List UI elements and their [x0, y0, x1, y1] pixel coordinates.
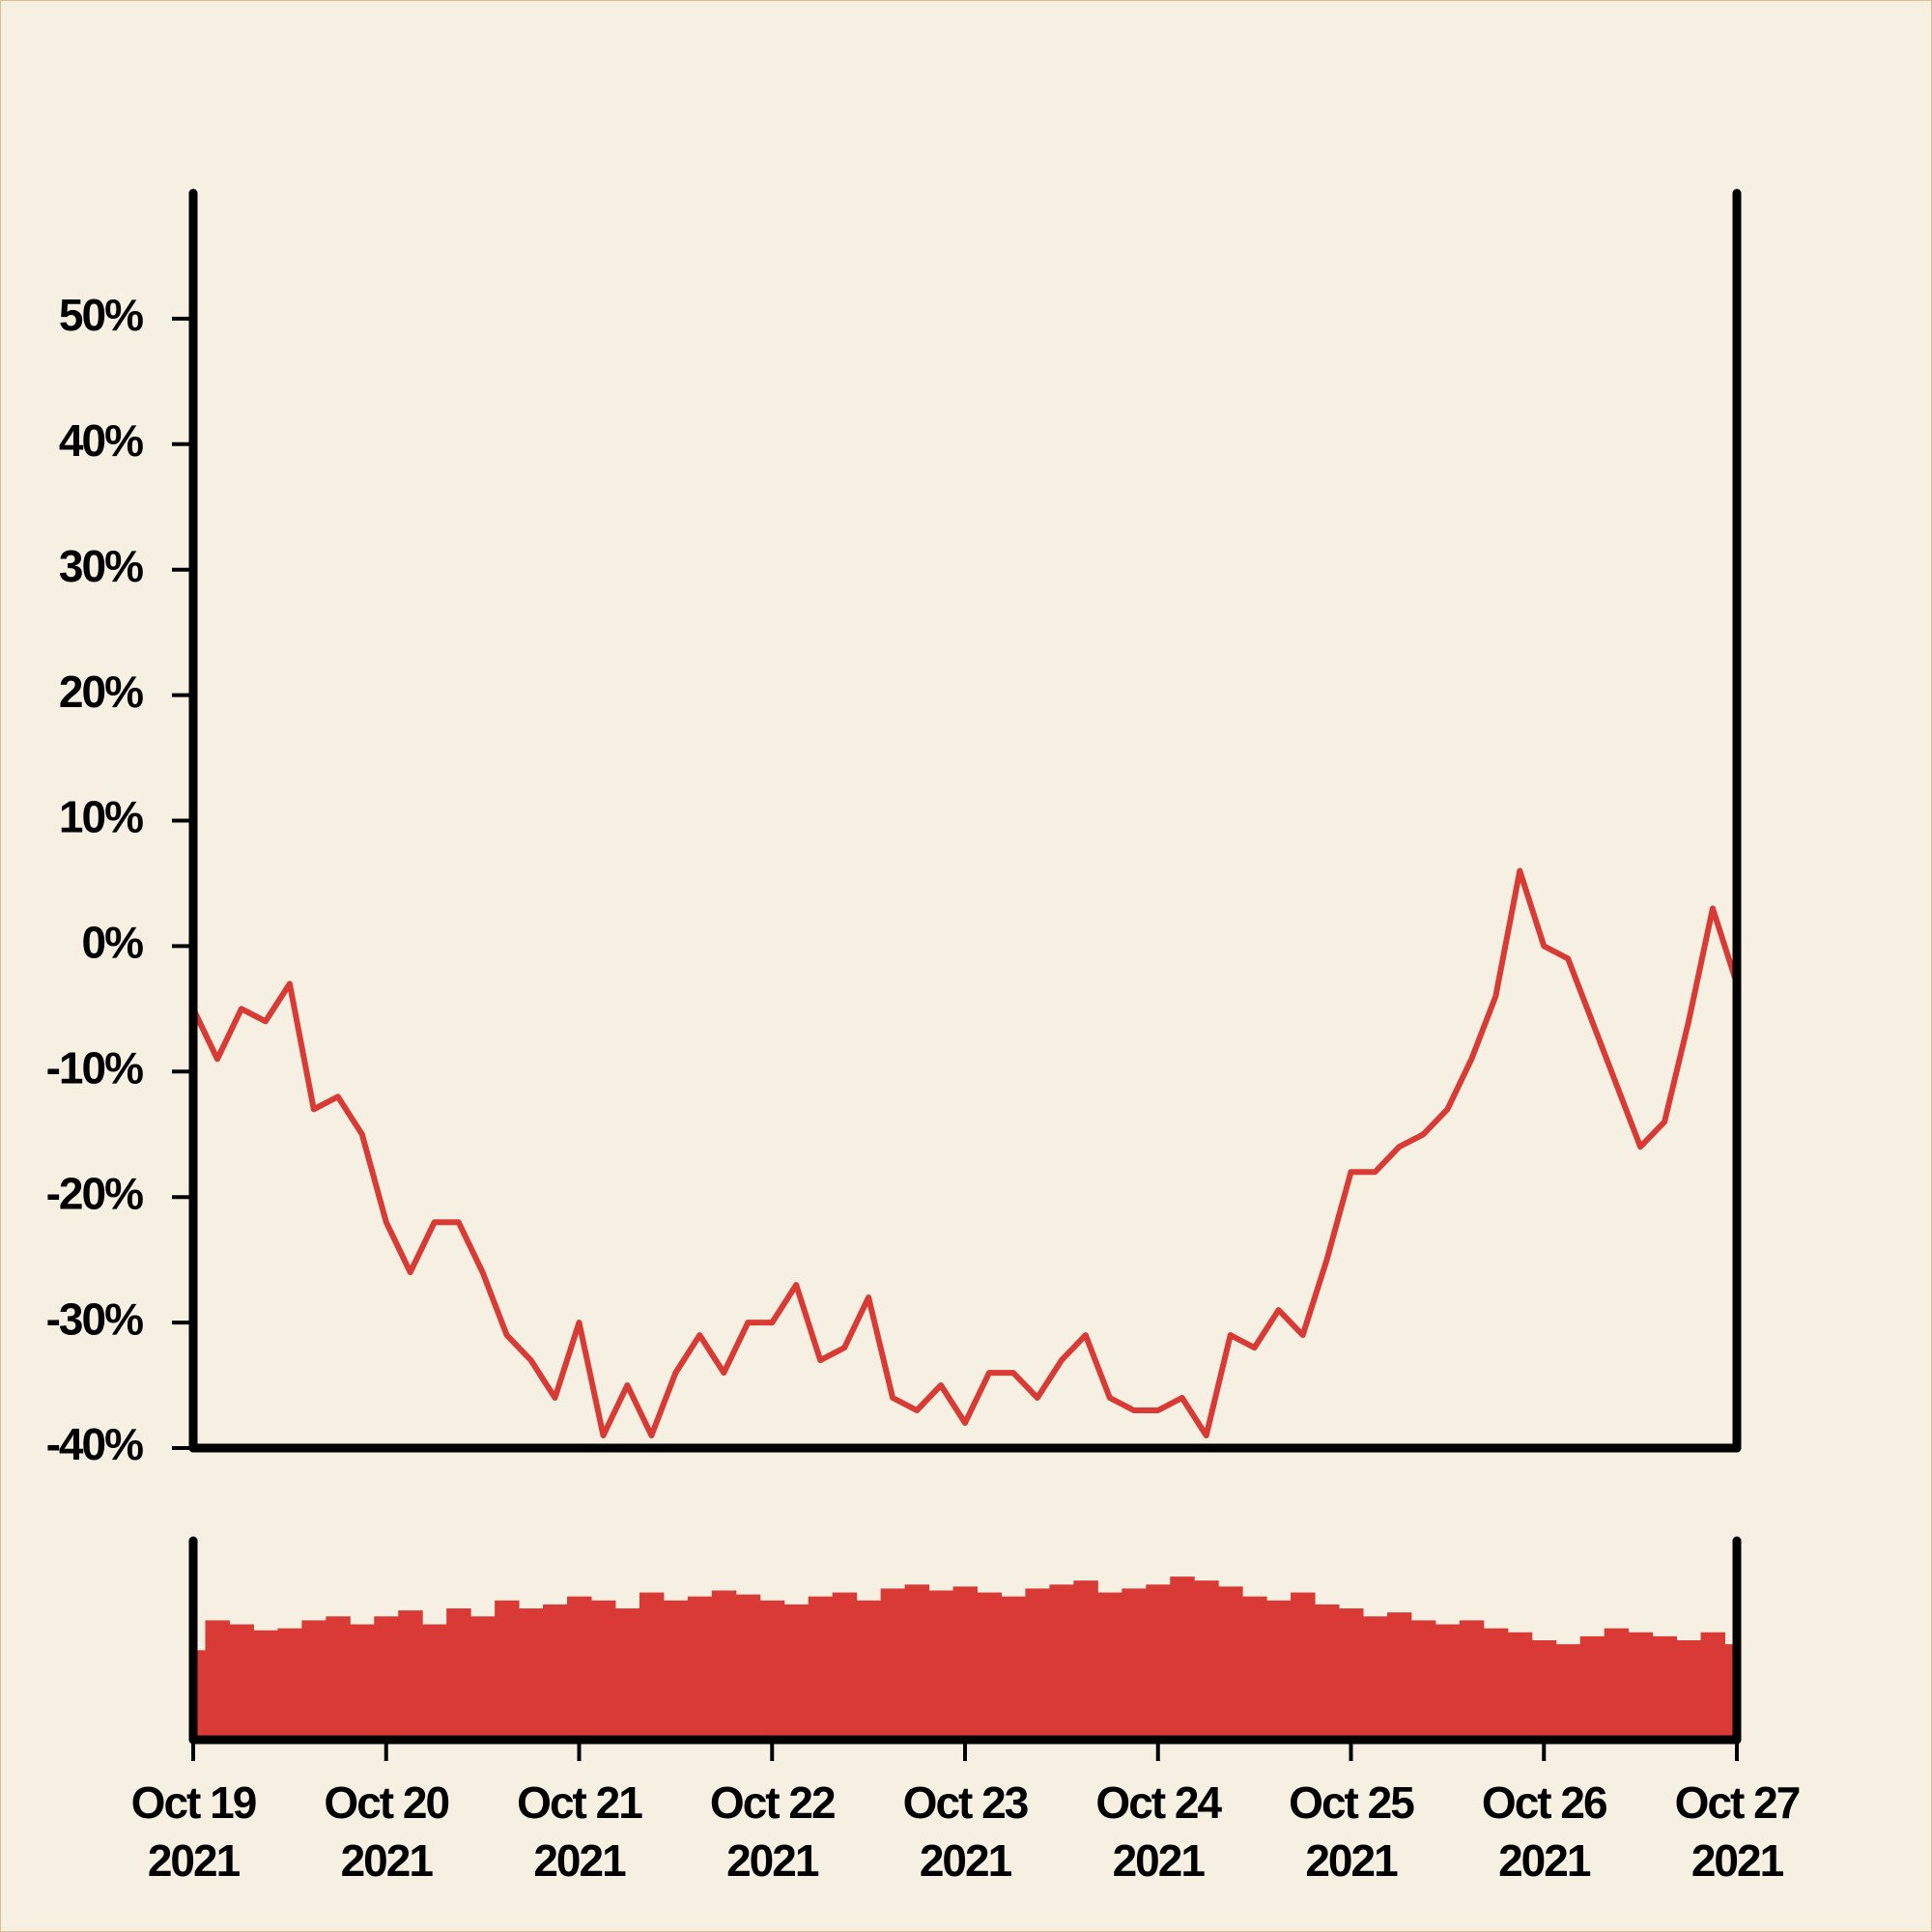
volume-bar	[253, 1630, 278, 1740]
volume-bar	[614, 1608, 640, 1740]
volume-bar	[1628, 1632, 1654, 1740]
volume-bar	[759, 1600, 785, 1740]
volume-bar	[205, 1620, 230, 1740]
volume-bar	[832, 1592, 858, 1740]
volume-bar	[1242, 1596, 1267, 1740]
volume-bar	[229, 1624, 254, 1740]
y-tick-label: 30%	[59, 541, 143, 591]
volume-bar	[495, 1600, 520, 1740]
x-tick-label: Oct 19 2021	[130, 1777, 258, 1886]
volume-bar	[1676, 1640, 1702, 1740]
volume-bar	[880, 1588, 906, 1740]
y-tick-label: 10%	[59, 792, 143, 842]
volume-bar	[808, 1596, 834, 1740]
volume-bar	[1146, 1584, 1171, 1740]
volume-bar	[977, 1592, 1002, 1740]
x-tick-label: Oct 27 2021	[1674, 1777, 1802, 1886]
volume-bar	[1604, 1628, 1630, 1740]
volume-bar	[904, 1584, 930, 1740]
volume-bar	[1410, 1620, 1436, 1740]
volume-bar	[687, 1596, 713, 1740]
volume-bars	[193, 1577, 1737, 1740]
volume-bar	[1435, 1624, 1461, 1740]
volume-bar	[1579, 1635, 1605, 1740]
x-tick-label: Oct 25 2021	[1289, 1777, 1415, 1886]
volume-bar	[1073, 1580, 1098, 1740]
y-tick-label: -40%	[46, 1419, 143, 1469]
x-tick-label: Oct 21 2021	[517, 1777, 643, 1886]
volume-bar	[446, 1608, 471, 1740]
y-tick-label: -30%	[46, 1293, 143, 1344]
y-tick-label: 0%	[82, 918, 144, 968]
volume-bar	[1483, 1628, 1509, 1740]
volume-bar	[1097, 1592, 1122, 1740]
volume-bar	[422, 1624, 447, 1740]
volume-bar	[1194, 1580, 1219, 1740]
volume-bar	[1339, 1608, 1364, 1740]
volume-bar	[1459, 1620, 1485, 1740]
x-tick-label: Oct 20 2021	[324, 1777, 450, 1886]
volume-bar	[1291, 1592, 1316, 1740]
volume-bar	[928, 1590, 954, 1740]
x-tick-label: Oct 22 2021	[709, 1777, 837, 1886]
volume-bar	[1001, 1596, 1026, 1740]
volume-bar	[326, 1616, 351, 1740]
volume-bar	[1555, 1644, 1581, 1740]
volume-bar	[1386, 1612, 1412, 1740]
volume-bar	[1362, 1616, 1388, 1740]
volume-bar	[639, 1592, 665, 1740]
x-tick-label: Oct 23 2021	[902, 1777, 1030, 1886]
volume-bar	[543, 1604, 568, 1740]
y-tick-label: 50%	[59, 290, 143, 340]
volume-bar	[519, 1608, 544, 1740]
volume-bar	[735, 1594, 761, 1740]
volume-bar	[590, 1600, 616, 1740]
volume-bar	[663, 1600, 689, 1740]
volume-bar	[952, 1586, 978, 1740]
volume-bar	[350, 1624, 375, 1740]
x-tick-label: Oct 26 2021	[1481, 1777, 1608, 1886]
volume-bar	[1700, 1632, 1726, 1740]
volume-bar	[470, 1616, 496, 1740]
volume-bar	[783, 1604, 810, 1740]
volume-bar	[567, 1596, 592, 1740]
volume-bar	[1315, 1604, 1340, 1740]
volume-bar	[1531, 1640, 1557, 1740]
volume-bar	[374, 1616, 399, 1740]
volume-bar	[711, 1590, 737, 1740]
y-tick-label: -10%	[46, 1042, 143, 1093]
volume-bar	[1652, 1635, 1678, 1740]
price-line	[190, 867, 1740, 1438]
y-tick-label: -20%	[46, 1168, 143, 1218]
volume-bar	[1218, 1586, 1243, 1740]
volume-bar	[1122, 1588, 1147, 1740]
volume-bar	[1170, 1577, 1195, 1740]
volume-bar	[277, 1628, 302, 1740]
volume-bar	[1266, 1600, 1292, 1740]
volume-bar	[1049, 1584, 1074, 1740]
volume-bar	[398, 1610, 423, 1740]
volume-bar	[1507, 1632, 1533, 1740]
volume-bar	[301, 1620, 327, 1740]
volume-bar	[1025, 1588, 1050, 1740]
volume-bar	[856, 1600, 882, 1740]
y-tick-label: 20%	[59, 667, 143, 717]
y-tick-label: 40%	[59, 415, 143, 466]
x-tick-label: Oct 24 2021	[1095, 1777, 1222, 1886]
